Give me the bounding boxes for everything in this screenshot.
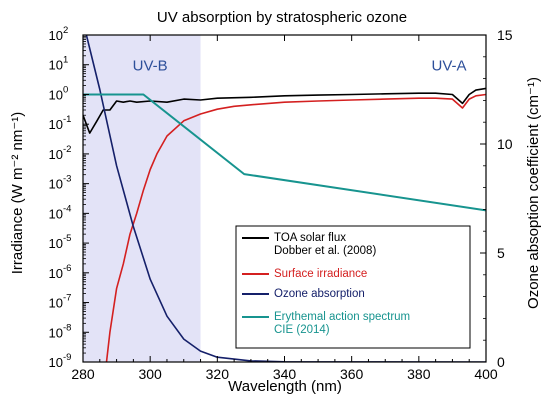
y-left-tick-exponent: -4 xyxy=(63,203,71,214)
y-left-tick-label: 10 -9 xyxy=(49,352,72,370)
region-label-uv-b: UV-B xyxy=(133,58,168,75)
legend-label-line2: CIE (2014) xyxy=(274,324,330,336)
y-left-tick-mantissa: 10 xyxy=(49,117,63,132)
y-left-tick-label: 10 -4 xyxy=(49,203,72,221)
legend-label: Ozone absorption xyxy=(274,288,365,300)
y-left-tick-exponent: 0 xyxy=(63,84,68,95)
y-left-tick-label: 10 1 xyxy=(49,55,69,73)
y-left-tick-mantissa: 10 xyxy=(49,87,63,102)
y-left-tick-label: 10 -3 xyxy=(49,174,72,192)
legend-label-line2: Dobber et al. (2008) xyxy=(274,245,376,257)
y-left-tick-mantissa: 10 xyxy=(49,325,63,340)
y-left-tick-label: 10 -1 xyxy=(49,114,72,132)
y-left-tick-mantissa: 10 xyxy=(49,296,63,311)
y-left-tick-mantissa: 10 xyxy=(49,236,63,251)
y-left-tick-mantissa: 10 xyxy=(49,147,63,162)
series-group xyxy=(83,35,486,362)
y-left-tick-exponent: -6 xyxy=(63,263,71,274)
x-tick-label: 400 xyxy=(474,366,498,382)
legend-label: TOA solar flux xyxy=(274,232,346,244)
y-left-tick-mantissa: 10 xyxy=(49,177,63,192)
y-left-tick-mantissa: 10 xyxy=(49,28,63,43)
legend-box xyxy=(235,225,471,349)
y-left-tick-label: 10 -2 xyxy=(49,144,72,162)
chart-title: UV absorption by stratospheric ozone xyxy=(157,9,407,26)
legend-label: Surface irradiance xyxy=(274,268,367,280)
y-left-tick-label: 10 0 xyxy=(49,84,69,102)
series-line-1 xyxy=(105,93,486,362)
x-tick-label: 340 xyxy=(273,366,297,382)
y-right-tick-label: 15 xyxy=(497,27,513,43)
y-right-tick-label: 5 xyxy=(497,245,505,261)
y-left-tick-exponent: -3 xyxy=(63,174,71,185)
y-left-tick-exponent: -8 xyxy=(63,322,71,333)
y-left-tick-label: 10 2 xyxy=(49,25,69,43)
y-left-tick-mantissa: 10 xyxy=(49,58,63,73)
y-left-tick-label: 10 -6 xyxy=(49,263,72,281)
x-tick-label: 300 xyxy=(138,366,162,382)
y-left-tick-mantissa: 10 xyxy=(49,206,63,221)
y-axis-right-label: Ozone absoption coefficient (cm⁻¹) xyxy=(525,77,542,309)
y-right-tick-label: 10 xyxy=(497,136,513,152)
y-left-tick-exponent: -1 xyxy=(63,114,71,125)
y-right-tick-label: 0 xyxy=(497,354,505,370)
y-left-tick-label: 10 -5 xyxy=(49,233,72,251)
x-axis-label: Wavelength (nm) xyxy=(228,378,342,395)
legend-label: Erythemal action spectrum xyxy=(274,311,410,323)
y-left-tick-exponent: -2 xyxy=(63,144,71,155)
series-line-3 xyxy=(83,93,486,212)
y-axis-left-label: Irradiance (W m⁻² nm⁻¹) xyxy=(9,112,26,275)
y-left-tick-exponent: -5 xyxy=(63,233,71,244)
y-left-tick-mantissa: 10 xyxy=(49,355,63,370)
y-left-tick-label: 10 -7 xyxy=(49,293,72,311)
y-left-tick-exponent: -9 xyxy=(63,352,71,363)
y-left-tick-exponent: -7 xyxy=(63,293,71,304)
y-left-tick-exponent: 1 xyxy=(63,55,68,66)
y-left-tick-mantissa: 10 xyxy=(49,266,63,281)
x-tick-label: 320 xyxy=(206,366,230,382)
region-label-uv-a: UV-A xyxy=(432,58,467,75)
series-line-0 xyxy=(83,87,486,134)
x-tick-label: 380 xyxy=(407,366,431,382)
x-tick-label: 280 xyxy=(71,366,95,382)
y-left-tick-label: 10 -8 xyxy=(49,322,72,340)
x-tick-label: 360 xyxy=(340,366,364,382)
series-line-2 xyxy=(85,35,486,362)
y-left-tick-exponent: 2 xyxy=(63,25,68,36)
